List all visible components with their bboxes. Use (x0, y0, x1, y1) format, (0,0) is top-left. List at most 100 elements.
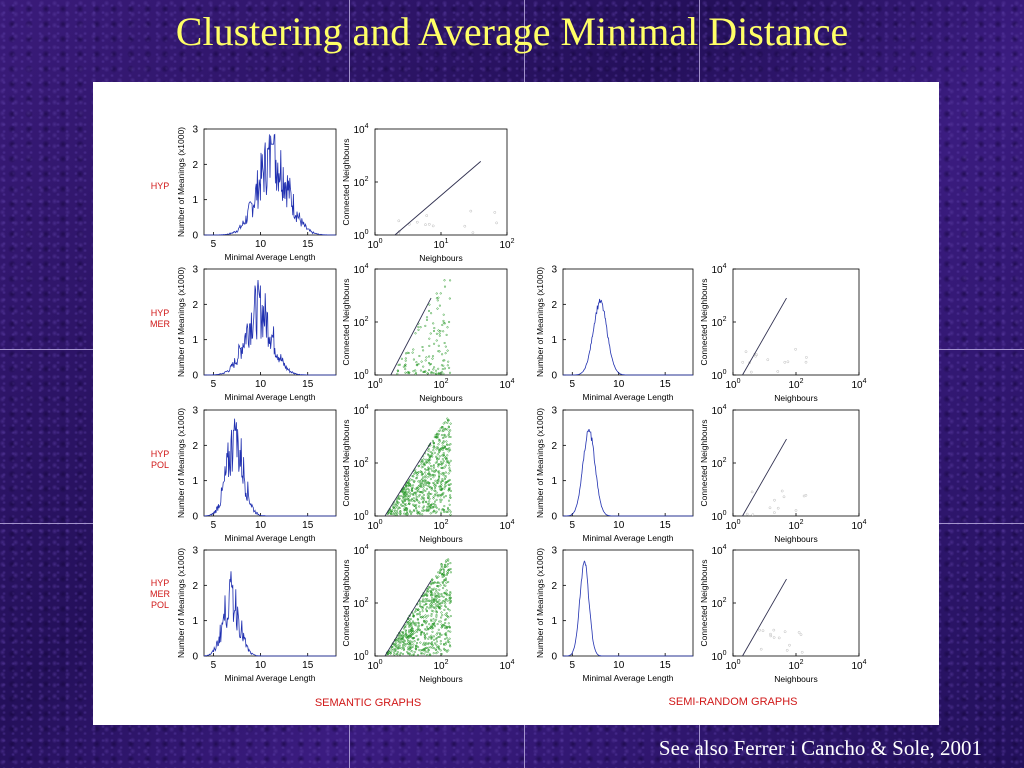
scatter-point (438, 571, 441, 575)
scatter-point (440, 370, 443, 373)
scatter-point (435, 448, 438, 451)
scatter-point (403, 639, 406, 642)
scatter-point (772, 636, 776, 639)
scatter-point (431, 646, 434, 649)
scatter-point (412, 481, 416, 484)
scatter-point (449, 279, 452, 282)
scatter-point (448, 483, 451, 486)
x-tick-label: 100 (725, 659, 740, 672)
scatter-point (410, 511, 413, 514)
scatter-point (446, 326, 449, 329)
scatter-point (786, 360, 790, 364)
scatter-point (438, 593, 441, 596)
scatter-point (416, 638, 419, 641)
scatter-point (429, 504, 433, 507)
scatter-point (442, 372, 445, 375)
scatter-point (428, 586, 432, 589)
scatter-point (431, 630, 434, 633)
scatter-point (398, 637, 401, 640)
scatter-point (436, 446, 439, 449)
scatter-point (435, 491, 438, 494)
y-tick-label: 0 (551, 512, 557, 523)
scatter-point (420, 360, 423, 363)
scatter-point (432, 652, 435, 655)
scatter-plot: 100 102 104 100 102 104 Neighbours Connected Ne… (341, 544, 515, 684)
scatter-point (438, 595, 441, 598)
scatter-point (415, 503, 418, 507)
scatter-point (424, 480, 427, 483)
scatter-point (396, 501, 399, 504)
scatter-point (439, 633, 442, 636)
scatter-point (447, 649, 450, 652)
scatter-point (445, 581, 448, 584)
scatter-point (394, 644, 397, 647)
scatter-point (433, 474, 436, 477)
y-tick-label: 3 (192, 125, 198, 136)
scatter-point (433, 642, 437, 645)
scatter-point (443, 427, 447, 430)
scatter-point (397, 635, 400, 638)
x-tick-label: 5 (211, 660, 217, 671)
scatter-point (421, 615, 424, 618)
scatter-point (392, 513, 395, 516)
scatter-point (416, 512, 419, 515)
scatter-point (449, 592, 452, 595)
scatter-point (408, 625, 411, 628)
scatter-point (424, 643, 427, 646)
scatter-point (415, 642, 419, 645)
scatter-point (405, 507, 408, 510)
scatter-point (395, 513, 398, 516)
scatter-point (427, 449, 430, 452)
x-tick-label: 102 (433, 378, 448, 391)
scatter-point (435, 611, 438, 614)
scatter-point (400, 634, 403, 637)
x-axis-label: Neighbours (774, 393, 817, 403)
scatter-point (422, 365, 425, 368)
scatter-point (394, 512, 397, 515)
scatter-point (446, 510, 449, 514)
scatter-point (442, 452, 445, 455)
scatter-point (395, 637, 399, 640)
scatter-point (427, 637, 430, 640)
scatter-point (429, 589, 432, 593)
scatter-point (418, 505, 421, 508)
scatter-point (759, 647, 763, 651)
scatter-point (438, 599, 441, 602)
scatter-point (413, 610, 417, 613)
scatter-point (443, 565, 446, 569)
hist-plot: 0 1 2 3 5 10 15 Minimal Average Length Number of… (176, 406, 337, 543)
scatter-point (446, 599, 449, 602)
y-tick-label: 100 (711, 369, 726, 382)
scatter-point (438, 581, 441, 584)
x-axis-label: Minimal Average Length (224, 673, 315, 683)
scatter-point (404, 352, 408, 355)
scatter-point (415, 490, 418, 493)
scatter-point (421, 652, 424, 655)
scatter-point (444, 633, 447, 636)
scatter-point (441, 624, 444, 627)
scatter-point (426, 628, 430, 631)
scatter-point (442, 460, 445, 463)
scatter-point (400, 357, 403, 360)
scatter-point (447, 483, 450, 486)
scatter-point (437, 595, 440, 598)
scatter-point (404, 357, 407, 360)
scatter-point (444, 626, 447, 630)
x-tick-label: 100 (367, 378, 382, 391)
scatter-point (449, 489, 452, 492)
scatter-point (447, 450, 450, 453)
scatter-point (407, 481, 410, 485)
scatter-point (430, 625, 433, 628)
scatter-point (443, 367, 446, 370)
scatter-plot: 100 102 104 100 102 104 Neighbours Connected Ne… (341, 404, 515, 544)
scatter-point (797, 631, 801, 634)
scatter-point (422, 499, 425, 502)
scatter-point (433, 500, 437, 503)
y-tick-label: 104 (353, 404, 368, 417)
scatter-point (438, 635, 441, 638)
scatter-point (417, 646, 420, 649)
scatter-point (397, 506, 400, 509)
x-tick-label: 5 (211, 379, 217, 390)
x-tick-label: 15 (302, 660, 314, 671)
scatter-point (409, 633, 412, 636)
